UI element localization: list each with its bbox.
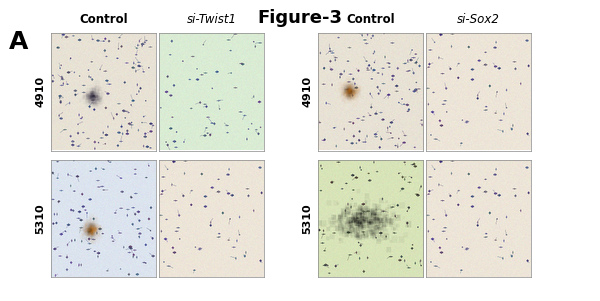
Text: si-Twist1: si-Twist1	[187, 13, 236, 26]
Text: si-Sox2: si-Sox2	[457, 13, 500, 26]
Text: Control: Control	[346, 13, 395, 26]
Text: Figure-3: Figure-3	[257, 9, 343, 27]
Text: 5310: 5310	[302, 203, 312, 234]
Text: 4910: 4910	[302, 76, 312, 107]
Text: Control: Control	[79, 13, 128, 26]
Text: A: A	[9, 30, 28, 54]
Text: 5310: 5310	[35, 203, 45, 234]
Text: 4910: 4910	[35, 76, 45, 107]
